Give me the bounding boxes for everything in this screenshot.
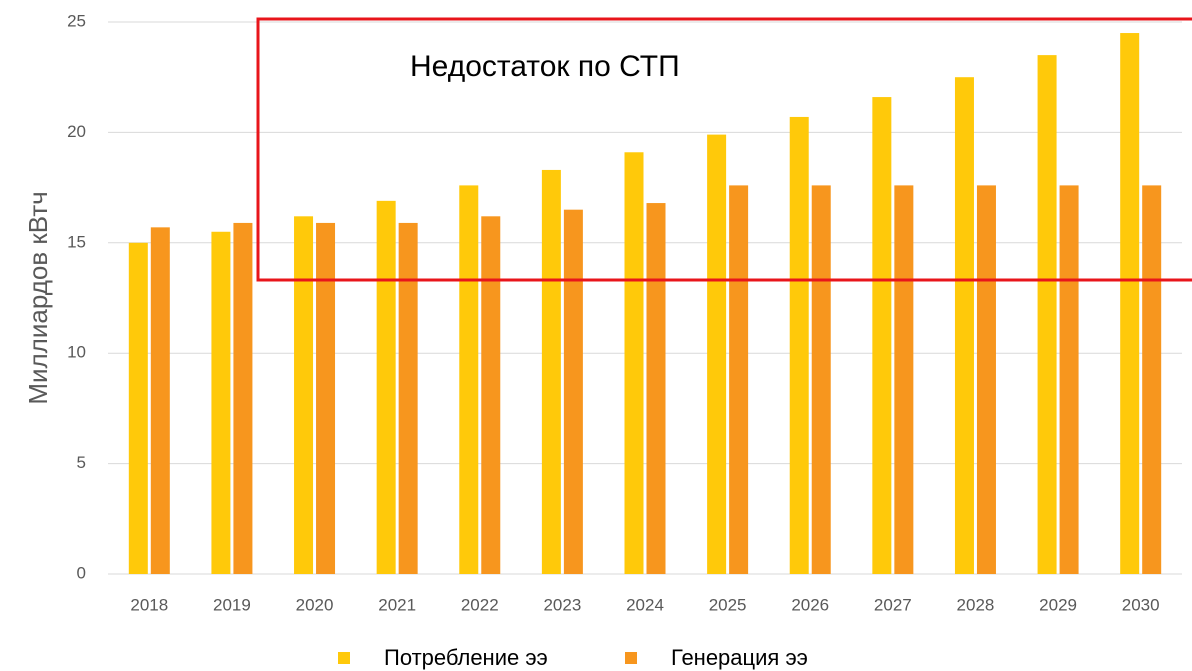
x-tick-label: 2026 [791, 595, 829, 614]
bar [624, 152, 644, 574]
y-tick-label: 25 [67, 11, 86, 30]
bar [376, 200, 396, 574]
bar [789, 116, 809, 574]
y-tick-label: 15 [67, 232, 86, 251]
x-tick-label: 2025 [709, 595, 747, 614]
bar [872, 97, 892, 575]
x-tick-label: 2021 [378, 595, 416, 614]
x-tick-label: 2024 [626, 595, 664, 614]
x-tick-label: 2019 [213, 595, 251, 614]
bar [211, 231, 231, 574]
y-tick-label: 20 [67, 122, 86, 141]
bar [150, 227, 170, 574]
bar [954, 77, 974, 574]
legend-swatch [625, 652, 637, 664]
x-tick-label: 2028 [957, 595, 995, 614]
legend-label: Потребление ээ [384, 645, 548, 670]
bar [811, 185, 831, 574]
y-tick-label: 10 [67, 343, 86, 362]
x-tick-label: 2022 [461, 595, 499, 614]
bar [398, 222, 418, 575]
bar [729, 185, 749, 574]
legend-label: Генерация ээ [671, 645, 808, 670]
bar [316, 222, 336, 575]
x-tick-label: 2027 [874, 595, 912, 614]
bar [1059, 185, 1079, 574]
x-tick-label: 2029 [1039, 595, 1077, 614]
bar [233, 222, 253, 575]
y-tick-label: 5 [77, 453, 86, 472]
bar [541, 169, 561, 574]
x-tick-label: 2030 [1122, 595, 1160, 614]
bar [707, 134, 727, 574]
bar [459, 185, 479, 574]
bar [563, 209, 583, 574]
x-tick-label: 2018 [130, 595, 168, 614]
bar [1142, 185, 1162, 574]
bar [1120, 33, 1140, 575]
bar [1037, 55, 1057, 575]
bar [294, 216, 314, 574]
bar [481, 216, 501, 574]
y-axis-label: Миллиардов кВтч [23, 191, 53, 404]
legend-swatch [338, 652, 350, 664]
y-tick-label: 0 [77, 563, 86, 582]
bar [976, 185, 996, 574]
bar [128, 242, 148, 575]
x-tick-label: 2023 [543, 595, 581, 614]
annotation: Недостаток по СТП [410, 50, 680, 83]
bar [894, 185, 914, 574]
annotation-box [256, 17, 1192, 282]
bar [646, 203, 666, 574]
x-tick-label: 2020 [296, 595, 334, 614]
